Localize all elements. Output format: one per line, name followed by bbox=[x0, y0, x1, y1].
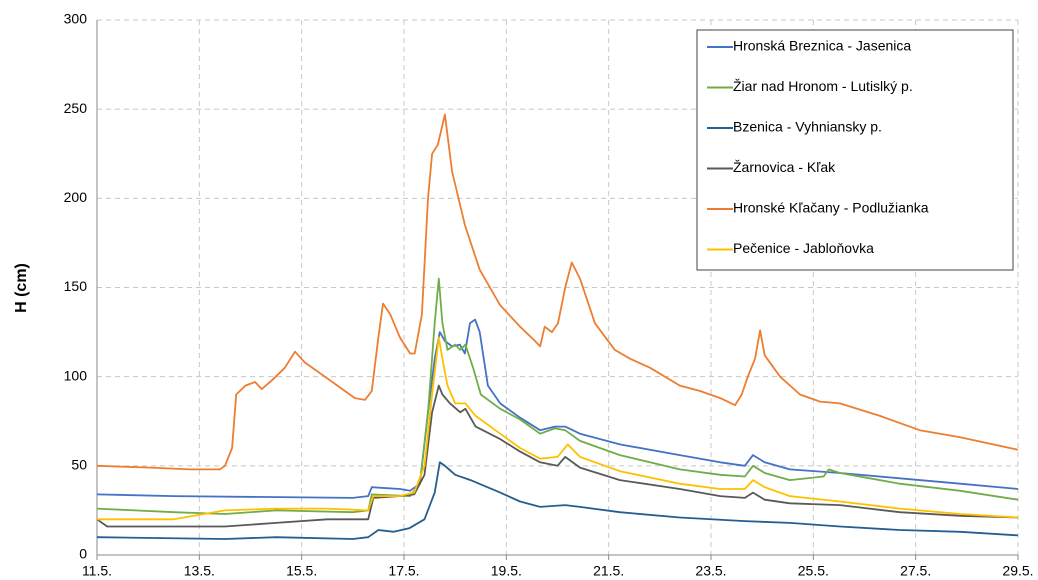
legend-label: Hronská Breznica - Jasenica bbox=[733, 38, 911, 54]
legend-label: Pečenice - Jabloňovka bbox=[733, 240, 874, 256]
series-line bbox=[96, 461, 1019, 540]
y-tick-label: 200 bbox=[64, 189, 88, 205]
x-tick-label: 23.5. bbox=[695, 563, 726, 579]
y-tick-label: 250 bbox=[64, 100, 88, 116]
series-line bbox=[96, 384, 1019, 528]
y-tick-label: 300 bbox=[64, 11, 88, 27]
y-axis-title: H (cm) bbox=[13, 263, 30, 313]
y-tick-label: 50 bbox=[71, 457, 87, 473]
x-tick-label: 17.5. bbox=[388, 563, 419, 579]
x-tick-label: 15.5. bbox=[286, 563, 317, 579]
y-tick-label: 150 bbox=[64, 278, 88, 294]
x-tick-label: 19.5. bbox=[491, 563, 522, 579]
legend-label: Žiar nad Hronom - Lutislký p. bbox=[733, 78, 913, 94]
series-line bbox=[96, 113, 1019, 471]
legend-label: Hronské Kľačany - Podlužianka bbox=[733, 200, 929, 216]
legend-box bbox=[696, 29, 1014, 271]
x-tick-label: 11.5. bbox=[82, 563, 112, 579]
series-line bbox=[96, 318, 1019, 499]
x-tick-label: 27.5. bbox=[900, 563, 931, 579]
series-line bbox=[97, 336, 1019, 521]
y-tick-label: 100 bbox=[64, 367, 88, 383]
legend-label: Bzenica - Vyhniansky p. bbox=[733, 119, 882, 135]
series-line bbox=[96, 277, 1019, 515]
x-tick-label: 13.5. bbox=[184, 563, 215, 579]
x-tick-label: 25.5. bbox=[798, 563, 829, 579]
legend-label: Žarnovica - Kľak bbox=[733, 159, 836, 175]
x-tick-label: 21.5. bbox=[593, 563, 624, 579]
x-tick-label: 29.5. bbox=[1002, 563, 1033, 579]
y-tick-label: 0 bbox=[79, 546, 87, 562]
